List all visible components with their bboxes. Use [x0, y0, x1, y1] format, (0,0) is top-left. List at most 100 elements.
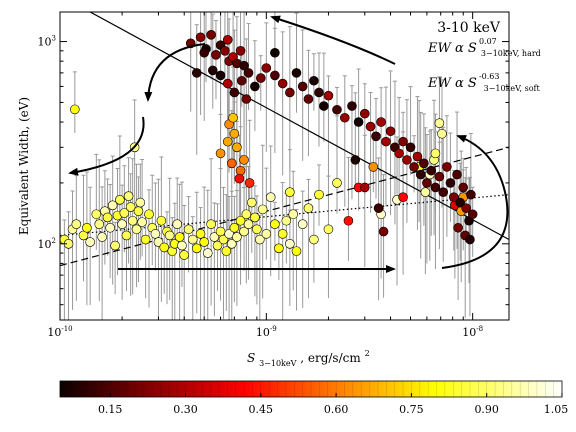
y-tick-label: 103: [38, 35, 56, 49]
data-point: [270, 219, 280, 230]
colorbar-tick-label: 0.15: [98, 403, 123, 416]
data-point: [285, 187, 295, 197]
colorbar-ticks: 0.15 0.30 0.45 0.60 0.75 0.90 1.05: [68, 381, 568, 416]
data-point: [246, 197, 257, 208]
data-point: [323, 224, 334, 235]
data-point: [133, 206, 144, 216]
data-point: [195, 32, 206, 43]
data-point: [350, 155, 361, 165]
data-point: [243, 68, 254, 78]
data-point: [206, 219, 216, 230]
data-point: [159, 242, 170, 253]
data-point: [277, 78, 288, 89]
data-point: [378, 226, 389, 237]
data-point: [85, 237, 95, 247]
data-point: [220, 46, 230, 56]
data-point: [215, 148, 226, 159]
x-tick-label: 10-8: [462, 325, 483, 339]
data-point: [277, 229, 288, 239]
data-point: [232, 142, 242, 153]
data-point: [222, 35, 233, 45]
data-point: [437, 128, 447, 139]
data-point: [199, 237, 210, 247]
arrow-left-down: [144, 43, 206, 102]
data-point: [127, 215, 138, 226]
data-point: [115, 195, 125, 205]
data-point: [339, 112, 350, 123]
data-point: [332, 104, 342, 115]
data-point: [265, 192, 276, 202]
data-point: [199, 47, 210, 58]
data-point: [119, 208, 130, 218]
data-point: [419, 158, 429, 169]
data-point: [373, 203, 384, 213]
data-point: [381, 136, 391, 147]
data-point: [239, 155, 249, 165]
data-point: [297, 81, 308, 92]
trend-line-solid: [89, 12, 509, 241]
data-point: [107, 200, 118, 211]
data-point: [359, 108, 370, 119]
data-point: [426, 165, 437, 176]
data-point: [255, 73, 266, 83]
data-point: [398, 136, 408, 147]
data-point: [239, 60, 249, 71]
data-points: [60, 29, 478, 260]
data-point: [303, 94, 314, 104]
data-point: [398, 192, 408, 202]
data-point: [140, 234, 151, 245]
data-point: [222, 78, 233, 89]
y-axis-ticks: 102 103: [38, 35, 509, 306]
data-point: [131, 224, 142, 235]
data-point: [135, 197, 146, 208]
data-point: [215, 70, 226, 81]
data-point: [420, 187, 431, 197]
data-point: [202, 248, 213, 258]
data-point: [211, 50, 221, 60]
data-point: [405, 142, 416, 153]
arrow-right-up: [441, 135, 509, 269]
data-point: [385, 126, 396, 137]
data-point: [137, 217, 147, 227]
data-point: [125, 202, 136, 212]
data-point: [319, 101, 329, 111]
data-point: [156, 215, 167, 226]
plot-frame: [59, 11, 510, 321]
data-point: [434, 171, 445, 182]
data-point: [445, 178, 456, 188]
data-point: [332, 178, 342, 188]
data-point: [206, 29, 216, 40]
trend-line-dotted: [60, 194, 509, 237]
data-point: [309, 234, 319, 245]
data-point: [422, 178, 432, 188]
data-point: [70, 104, 80, 115]
data-point: [105, 222, 115, 233]
data-point: [347, 101, 357, 111]
data-point: [452, 169, 462, 180]
data-point: [365, 121, 376, 132]
data-point: [110, 240, 120, 251]
data-point: [235, 46, 246, 56]
data-point: [458, 182, 469, 193]
data-point: [102, 212, 113, 223]
x-axis-ticks: 10-10 10-9 10-8: [47, 12, 483, 339]
data-point: [288, 209, 299, 220]
colorbar-tick-label: 0.30: [173, 403, 198, 416]
data-point: [257, 204, 268, 215]
data-point: [274, 243, 284, 254]
data-point: [91, 209, 102, 220]
data-point: [71, 219, 82, 230]
y-axis-label: Equivalent Width, (eV): [17, 97, 31, 235]
data-point: [191, 243, 202, 254]
data-point: [412, 151, 423, 162]
data-point: [241, 209, 252, 220]
data-point: [164, 230, 175, 241]
data-point: [94, 219, 105, 230]
data-point: [353, 117, 364, 127]
data-point: [243, 219, 254, 230]
x-tick-label: 10-9: [256, 325, 277, 339]
y-tick-label: 102: [38, 237, 56, 251]
data-point: [250, 212, 260, 223]
data-point: [430, 182, 441, 193]
